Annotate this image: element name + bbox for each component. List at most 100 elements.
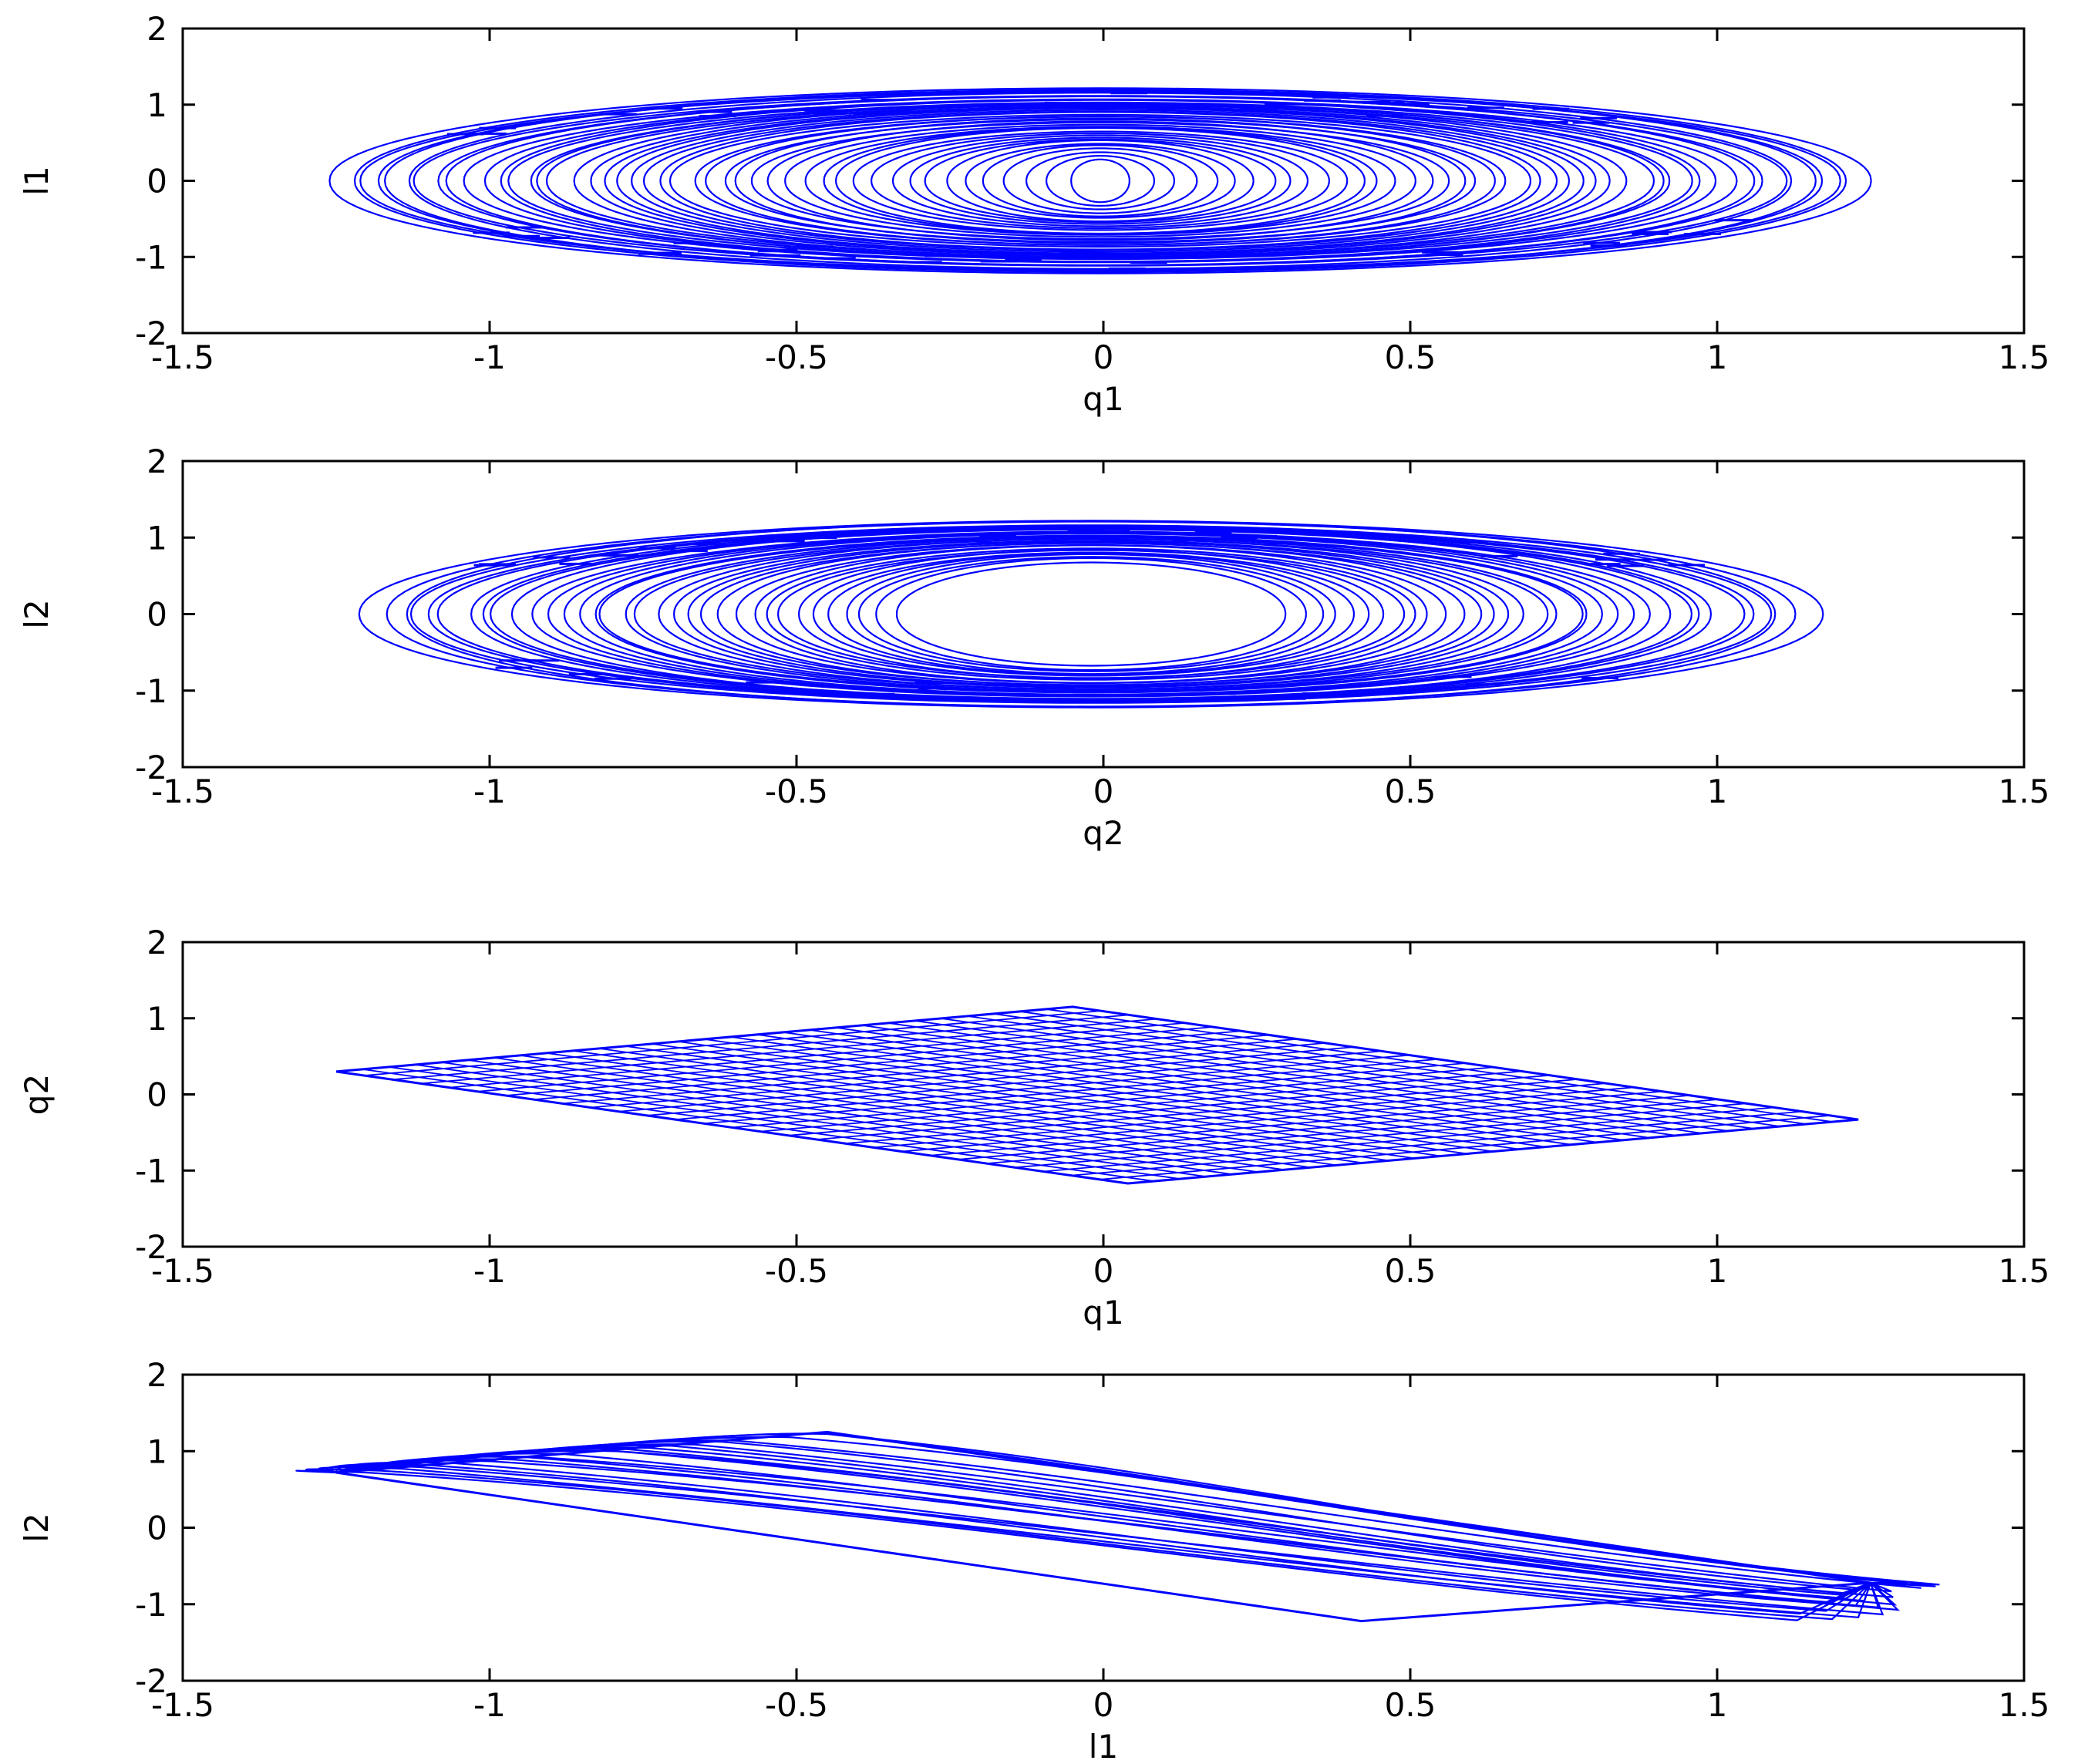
trajectory-loop	[1070, 158, 1130, 204]
trajectory-loop	[784, 123, 1416, 238]
band-outline	[335, 1430, 1871, 1623]
x-tick-label: -1	[473, 338, 506, 376]
x-tick-label: -0.5	[765, 773, 828, 810]
trajectory-loop	[295, 1469, 1871, 1621]
trajectory-loop	[857, 556, 1325, 672]
trajectory-loop	[470, 526, 1713, 702]
trajectory-loop	[616, 107, 1585, 254]
y-tick-label: 2	[147, 443, 167, 480]
x-tick-label: -0.5	[765, 338, 828, 376]
trajectory-loop	[699, 542, 1483, 686]
mesh-line	[1019, 1011, 1807, 1125]
trajectory-loop	[659, 111, 1541, 251]
mesh-line	[967, 1015, 1754, 1129]
mesh-line	[756, 1034, 1546, 1148]
y-tick-label: 0	[147, 596, 167, 634]
trajectory-loop	[579, 532, 1603, 696]
trajectory-loop	[895, 561, 1287, 667]
x-tick-label: 1.5	[1999, 1252, 2050, 1290]
y-tick-label: -1	[135, 1586, 167, 1624]
x-tick-label: -1.5	[151, 773, 214, 810]
trajectory-loop	[530, 103, 1671, 259]
trajectory-loop	[1045, 155, 1155, 207]
x-tick-label: 0	[1093, 773, 1114, 810]
trajectory-loop	[875, 557, 1307, 672]
trajectory-loop	[797, 548, 1385, 680]
x-tick-label: -1	[473, 1252, 506, 1290]
y-axis-label: q2	[18, 1074, 56, 1115]
trajectory-loop	[463, 98, 1738, 264]
y-axis-label: l1	[18, 166, 56, 195]
mesh-line	[730, 1036, 1520, 1150]
mesh-line	[1071, 1110, 1803, 1177]
y-tick-label: -1	[135, 238, 167, 276]
trajectory-loop	[1025, 151, 1175, 210]
mesh-line	[986, 1099, 1719, 1165]
trajectory-loop	[335, 1432, 1908, 1584]
trajectory-loop	[489, 528, 1693, 700]
y-tick-label: 1	[147, 519, 167, 557]
trajectory-loop	[924, 138, 1277, 224]
mesh-line	[958, 1094, 1690, 1160]
trajectory-loop	[946, 139, 1255, 223]
trajectory-loop	[507, 101, 1693, 261]
mesh-line	[941, 1018, 1729, 1132]
trajectory-loop	[386, 520, 1797, 708]
axes-box	[181, 460, 2026, 769]
subplot-2: -1.5 -1 -0.5 0 0.5 1 1.5 -2 -1 0 1 2 q2 l2	[18, 443, 2049, 852]
y-tick-label: 0	[147, 1076, 167, 1114]
y-tick-label: -1	[135, 1152, 167, 1190]
trajectory-loop	[827, 552, 1356, 676]
x-tick-label: 0.5	[1385, 338, 1436, 376]
trajectory-loop	[766, 547, 1416, 681]
trajectory-loop	[633, 537, 1549, 691]
mesh-line	[1100, 1114, 1830, 1180]
trajectory-loop	[1002, 147, 1198, 214]
mesh-line	[1042, 1106, 1774, 1173]
x-tick-label: -1.5	[151, 338, 214, 376]
x-tick-label: -1.5	[151, 1252, 214, 1290]
mesh-line	[1015, 1102, 1746, 1169]
y-tick-label: -2	[135, 1662, 167, 1700]
trajectory-loop	[812, 551, 1370, 677]
trajectory-loop	[359, 90, 1841, 271]
y-axis-label: l2	[18, 1513, 56, 1542]
trajectory-loop	[604, 106, 1597, 255]
y-tick-label: -2	[135, 749, 167, 786]
plot-area-2	[358, 520, 1824, 709]
trajectory-loop	[694, 116, 1507, 246]
mesh-line	[836, 1027, 1624, 1141]
y-tick-label: 1	[147, 1000, 167, 1038]
trajectory-loop	[482, 527, 1700, 701]
y-tick-label: 2	[147, 1356, 167, 1394]
trajectory-loop	[335, 1439, 1921, 1589]
trajectory-loop	[852, 130, 1349, 231]
x-axis-label: l1	[1089, 1728, 1118, 1764]
y-tick-label: 2	[147, 10, 167, 48]
trajectory-loop	[563, 531, 1619, 697]
x-tick-label: 1	[1707, 1686, 1728, 1724]
trajectory-loop	[846, 553, 1336, 675]
x-axis-label: q2	[1083, 814, 1123, 852]
mesh-line	[732, 1062, 1466, 1129]
subplot-4: -1.5 -1 -0.5 0 0.5 1 1.5 -2 -1 0 1 2 l1 l2	[18, 1356, 2049, 1764]
y-tick-label: 1	[147, 1432, 167, 1470]
x-tick-label: 0	[1093, 1686, 1114, 1724]
plot-area-4	[295, 1430, 1940, 1623]
y-tick-label: -2	[135, 1228, 167, 1266]
trajectory-loop	[823, 126, 1378, 236]
trajectory-loop	[408, 92, 1793, 270]
x-tick-label: -1.5	[151, 1686, 214, 1724]
subplot-3: -1.5 -1 -0.5 0 0.5 1 1.5 -2 -1 0 1 2 q1 q2	[18, 924, 2049, 1331]
y-tick-label: 2	[147, 924, 167, 961]
y-tick-label: 1	[147, 86, 167, 124]
x-tick-label: -0.5	[765, 1686, 828, 1724]
trajectory-loop	[545, 103, 1655, 258]
trajectory-loop	[750, 121, 1450, 241]
mesh-line	[788, 1070, 1522, 1136]
mesh-outline	[335, 1005, 1859, 1185]
trajectory-loop	[642, 110, 1558, 251]
x-tick-label: 0	[1093, 1252, 1114, 1290]
x-tick-label: 0.5	[1385, 1252, 1436, 1290]
